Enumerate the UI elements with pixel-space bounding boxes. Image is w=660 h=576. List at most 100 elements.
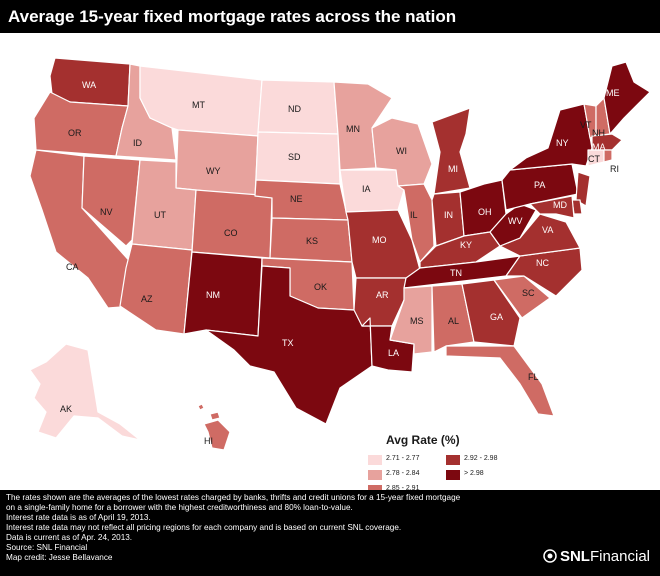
brand-financial: Financial (589, 547, 650, 565)
label-nv: NV (100, 207, 113, 217)
label-sc: SC (522, 288, 535, 298)
label-nd: ND (288, 104, 301, 114)
label-tx: TX (282, 338, 294, 348)
legend-range: > 2.98 (464, 470, 484, 477)
snl-financial-logo: SNL Financial (543, 546, 650, 566)
label-ca: CA (66, 262, 79, 272)
note-line: Data is current as of Apr. 24, 2013. (6, 533, 133, 542)
label-wv: WV (508, 216, 523, 226)
state-nj[interactable] (575, 171, 591, 207)
footer-notes: The rates shown are the averages of the … (0, 490, 660, 576)
label-tn: TN (450, 268, 462, 278)
label-sd: SD (288, 152, 301, 162)
label-de: DE (583, 204, 596, 214)
legend-range: 2.92 - 2.98 (464, 455, 498, 462)
state-hi[interactable] (197, 403, 231, 451)
label-mi: MI (448, 164, 458, 174)
legend-swatch (368, 470, 382, 480)
note-line: Map credit: Jesse Bellavance (6, 553, 113, 562)
label-ct: CT (588, 154, 600, 164)
note-line: Interest rate data may not reflect all p… (6, 523, 402, 532)
label-vt: VT (580, 120, 592, 130)
label-ok: OK (314, 282, 327, 292)
state-labels: WA OR CA ID NV MT WY UT AZ CO NM ND SD N… (60, 80, 620, 446)
state-ma[interactable] (591, 133, 623, 151)
legend-range: 2.85 - 2.91 (386, 485, 420, 492)
label-il: IL (410, 210, 418, 220)
state-tx[interactable] (205, 265, 373, 425)
notes-block: The rates shown are the averages of the … (6, 493, 526, 563)
label-ms: MS (410, 316, 424, 326)
label-mn: MN (346, 124, 360, 134)
label-ny: NY (556, 138, 569, 148)
label-in: IN (444, 210, 453, 220)
state-ny[interactable] (509, 103, 593, 171)
state-ia[interactable] (339, 169, 405, 213)
us-map: WA OR CA ID NV MT WY UT AZ CO NM ND SD N… (29, 57, 651, 451)
snl-logo-icon (543, 549, 557, 563)
legend-swatch (368, 455, 382, 465)
map-area: WA OR CA ID NV MT WY UT AZ CO NM ND SD N… (0, 33, 660, 495)
label-ks: KS (306, 236, 318, 246)
label-wi: WI (396, 146, 407, 156)
label-nm: NM (206, 290, 220, 300)
legend-title: Avg Rate (%) (386, 433, 460, 447)
label-ia: IA (362, 184, 371, 194)
state-co[interactable] (191, 189, 273, 259)
state-il[interactable] (397, 183, 435, 263)
legend-range: 2.78 - 2.84 (386, 470, 420, 477)
label-ar: AR (376, 290, 389, 300)
state-fl[interactable] (445, 345, 555, 417)
label-ga: GA (490, 312, 503, 322)
legend: Avg Rate (%) 2.71 - 2.77 2.78 - 2.84 2.8… (368, 433, 518, 513)
label-va: VA (542, 225, 553, 235)
state-al[interactable] (431, 283, 475, 353)
label-hi: HI (204, 436, 213, 446)
label-ri: RI (610, 164, 619, 174)
label-or: OR (68, 128, 82, 138)
legend-swatch (446, 470, 460, 480)
label-pa: PA (534, 180, 545, 190)
note-line: Source: SNL Financial (6, 543, 88, 552)
label-wa: WA (82, 80, 96, 90)
label-mo: MO (372, 235, 387, 245)
label-wy: WY (206, 166, 221, 176)
label-md: MD (553, 200, 567, 210)
label-ky: KY (460, 240, 472, 250)
note-line: The rates shown are the averages of the … (6, 493, 461, 502)
label-ak: AK (60, 404, 72, 414)
note-line: on a single-family home for a borrower w… (6, 503, 353, 512)
state-mi[interactable] (431, 107, 471, 195)
state-sc[interactable] (493, 275, 551, 319)
state-nm[interactable] (183, 251, 263, 337)
label-mt: MT (192, 100, 205, 110)
note-line: Interest rate data is as of April 19, 20… (6, 513, 151, 522)
label-az: AZ (141, 294, 153, 304)
label-ut: UT (154, 210, 166, 220)
label-fl: FL (528, 372, 539, 382)
state-me[interactable] (603, 61, 651, 135)
label-nc: NC (536, 258, 549, 268)
label-ne: NE (290, 194, 303, 204)
label-me: ME (606, 88, 620, 98)
label-id: ID (133, 138, 143, 148)
label-al: AL (448, 316, 459, 326)
state-ga[interactable] (461, 279, 521, 347)
label-nh: NH (592, 128, 605, 138)
label-ma: MA (592, 142, 606, 152)
label-oh: OH (478, 207, 492, 217)
label-la: LA (388, 348, 399, 358)
state-ri[interactable] (603, 149, 613, 163)
legend-range: 2.71 - 2.77 (386, 455, 420, 462)
brand-snl: SNL (559, 547, 590, 565)
label-co: CO (224, 228, 238, 238)
state-wy[interactable] (175, 129, 259, 197)
state-la[interactable] (361, 317, 415, 373)
state-nv[interactable] (81, 155, 141, 247)
legend-swatch (446, 455, 460, 465)
state-md[interactable] (529, 195, 575, 219)
label-nj: NJ (590, 183, 601, 193)
header-bar: Average 15-year fixed mortgage rates acr… (0, 0, 660, 33)
state-ak[interactable] (29, 343, 141, 441)
state-az[interactable] (119, 243, 193, 335)
